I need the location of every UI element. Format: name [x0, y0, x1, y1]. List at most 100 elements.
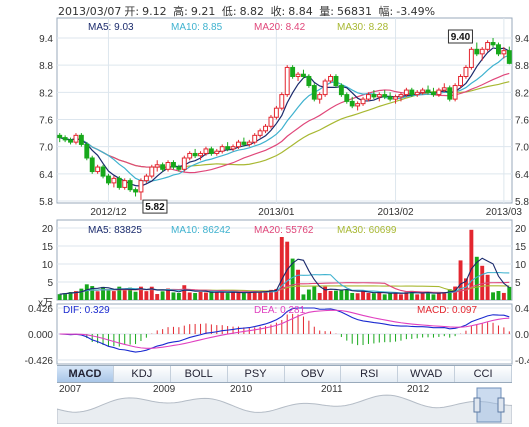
overview-drag-handle[interactable]	[497, 397, 505, 413]
volume-bar	[57, 294, 62, 300]
volume-bar	[231, 291, 235, 300]
indicator-tabs: MACD KDJ BOLL PSY OBV RSI WVAD CCI	[57, 365, 512, 383]
candle-body	[111, 177, 117, 184]
candle-body	[171, 162, 176, 168]
candle-body	[89, 157, 95, 173]
candle-body	[322, 80, 328, 96]
overview-year-label: 2010	[230, 384, 253, 395]
price-annotation-box	[447, 29, 473, 44]
volume-bar	[182, 285, 187, 300]
volume-bar	[198, 291, 203, 300]
header-low-label: 低:	[221, 5, 237, 18]
volume-bar	[95, 291, 100, 300]
header-open-label: 开:	[124, 5, 140, 18]
price-legend-ma10: MA10: 8.85	[171, 22, 223, 33]
volume-bar	[241, 293, 246, 300]
candle-body	[73, 134, 79, 143]
candle-body	[116, 177, 122, 188]
tab-psy[interactable]: PSY	[227, 366, 285, 382]
candle-body	[122, 180, 128, 188]
candle-body	[360, 98, 366, 105]
price-legend-ma20: MA20: 8.42	[254, 22, 306, 33]
header-high-label: 高:	[173, 5, 188, 18]
volume-bar	[111, 291, 116, 300]
candle-body	[306, 75, 312, 87]
candle-body	[355, 103, 361, 107]
price-y-tick-right: 7.6	[515, 116, 529, 127]
candle-body	[398, 94, 404, 98]
candle-body	[78, 134, 84, 145]
overview-drag-handle[interactable]	[473, 397, 481, 413]
volume-y-tick-right: 5	[515, 278, 521, 289]
volume-bar	[453, 286, 458, 300]
tab-kdj[interactable]: KDJ	[113, 366, 171, 382]
candle-body	[387, 96, 393, 100]
tab-obv[interactable]: OBV	[284, 366, 342, 382]
stock-chart[interactable]: 9.4 9.4 8.8 8.8 8.2 8.2 7.6 7.6 7.0 7.0 6.4 6.4 5.8 5…	[0, 0, 529, 365]
candle-body	[127, 180, 133, 191]
overview-area	[57, 394, 512, 424]
tab-macd[interactable]: MACD	[57, 366, 114, 382]
overview-year-labels: 2007 2009 2010 2011 2012	[57, 383, 512, 397]
volume-legend-ma20: MA20: 55762	[254, 225, 314, 236]
volume-bar	[285, 241, 290, 300]
volume-bar	[323, 286, 328, 300]
price-y-tick-right: 7.0	[515, 143, 529, 154]
volume-bar	[274, 288, 279, 300]
volume-bar	[334, 290, 338, 300]
volume-bar	[507, 286, 512, 300]
overview-navigator[interactable]	[57, 384, 512, 424]
candle-body	[284, 66, 290, 96]
price-y-tick-left: 7.0	[39, 143, 53, 154]
candle-body	[344, 94, 350, 102]
volume-bar	[176, 292, 181, 300]
macd-y-tick-left: 0.000	[28, 330, 53, 341]
candle-body	[474, 48, 480, 55]
tab-rsi[interactable]: RSI	[341, 366, 399, 382]
price-y-tick-left: 6.4	[39, 170, 53, 181]
volume-bar	[485, 274, 490, 300]
price-legend-ma30: MA30: 8.28	[337, 22, 389, 33]
price-y-tick-left: 9.4	[39, 34, 53, 45]
candle-body	[452, 85, 458, 100]
price-annotation: 9.40	[451, 32, 471, 43]
candle-body	[165, 162, 171, 170]
price-y-tick-right: 5.8	[515, 197, 529, 208]
overview-year-label: 2009	[153, 384, 176, 395]
candle-body	[62, 137, 68, 141]
candle-body	[187, 152, 193, 159]
volume-bar	[496, 291, 501, 300]
volume-bar	[101, 286, 105, 300]
macd-dea-line	[59, 309, 510, 349]
candle-body	[138, 180, 144, 193]
volume-bar	[491, 292, 495, 300]
volume-bar	[474, 256, 479, 300]
volume-bar	[68, 292, 73, 300]
candle-body	[338, 85, 344, 96]
volume-bar	[404, 291, 409, 300]
volume-bar	[193, 293, 198, 300]
candle-body	[376, 94, 382, 98]
macd-y-tick-left: 0.426	[28, 304, 53, 315]
macd-y-tick-right: 0.426	[515, 304, 529, 315]
volume-bar	[301, 294, 306, 300]
header-high: 9.21	[190, 5, 216, 18]
volume-bar	[247, 291, 252, 300]
tab-cci[interactable]: CCI	[455, 366, 512, 382]
header-volume-label: 量:	[319, 5, 334, 18]
volume-bar	[139, 286, 143, 300]
volume-bar	[79, 288, 84, 300]
tab-wvad[interactable]: WVAD	[398, 366, 456, 382]
candle-body	[106, 175, 111, 184]
header-close: 8.84	[288, 5, 313, 18]
quote-header: 2013/03/07 开: 9.12 高: 9.21 低: 8.82 收: 8.84 量:…	[0, 0, 529, 18]
volume-y-tick-left: 5	[47, 278, 53, 289]
tab-boll[interactable]: BOLL	[170, 366, 228, 382]
volume-bar	[426, 292, 430, 300]
volume-bar	[209, 291, 214, 300]
price-y-tick-right: 6.4	[515, 170, 529, 181]
volume-bar	[371, 293, 376, 300]
volume-legend-ma10: MA10: 86242	[171, 225, 231, 236]
candle-body	[496, 44, 501, 55]
candle-body	[463, 66, 469, 77]
